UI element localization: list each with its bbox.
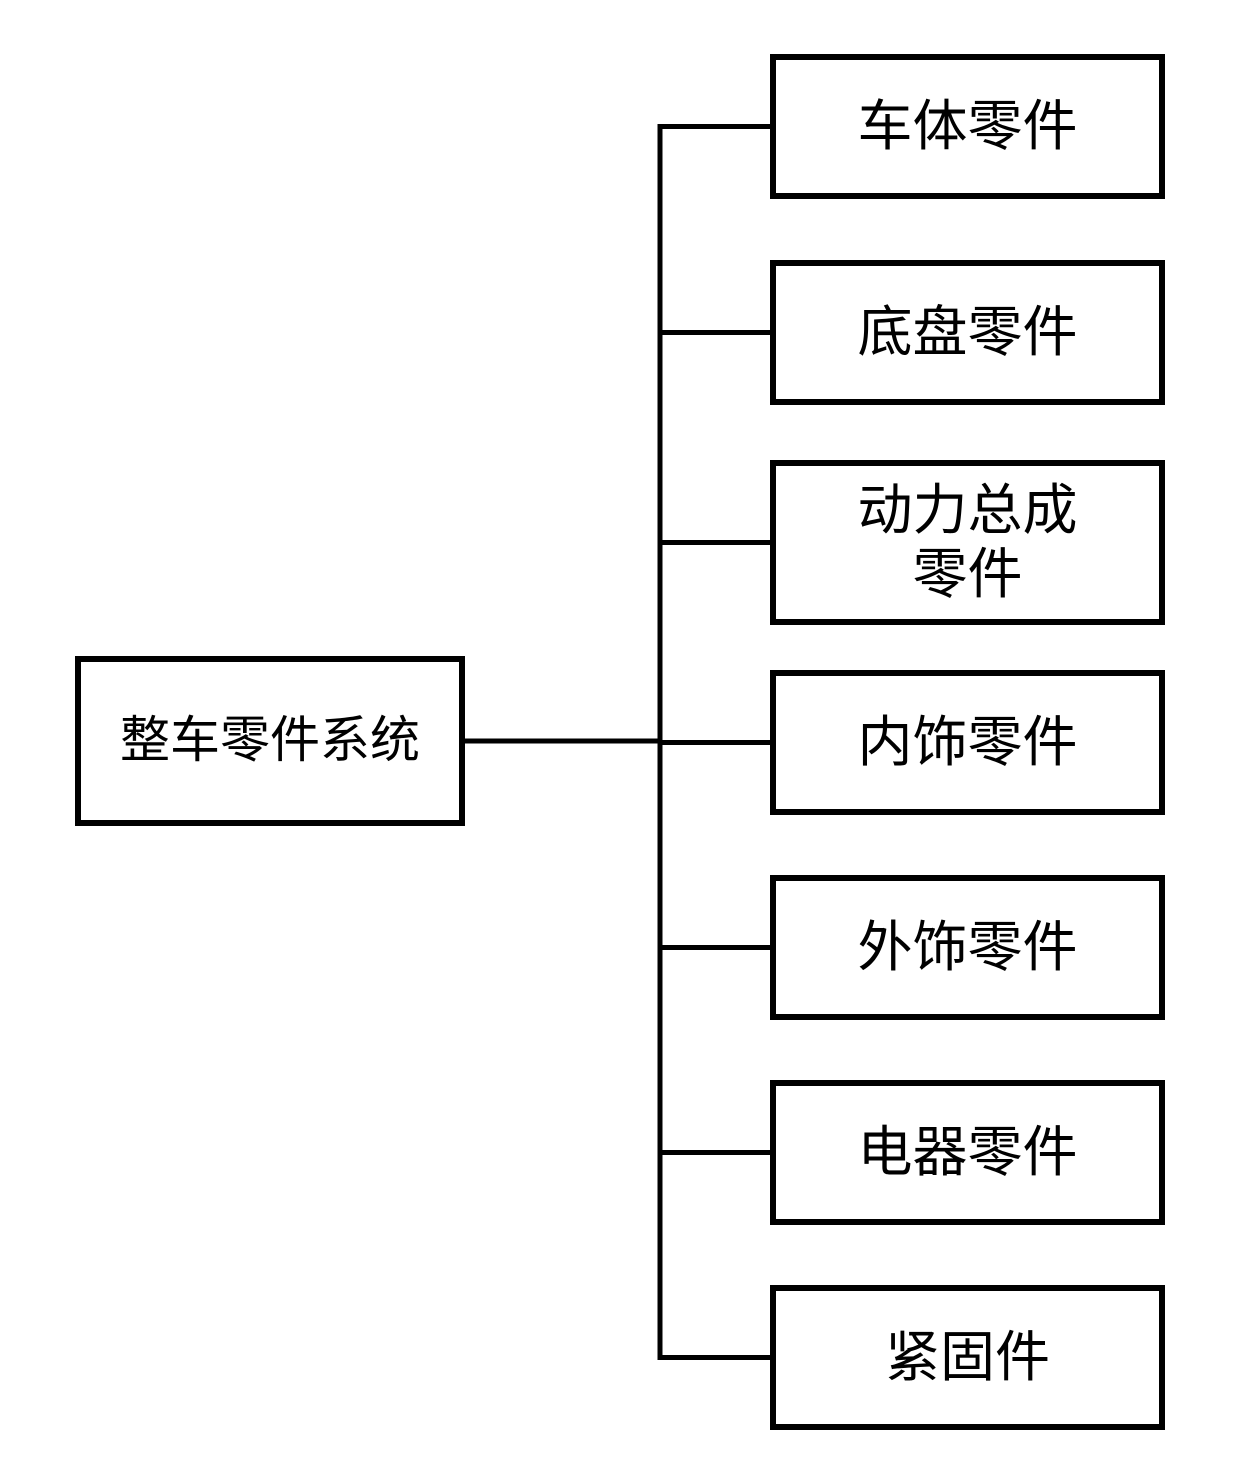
child-node-5-label: 外饰零件 bbox=[857, 916, 1077, 979]
child-node-1: 车体零件 bbox=[770, 54, 1165, 199]
child-node-7: 紧固件 bbox=[770, 1285, 1165, 1430]
child-node-5: 外饰零件 bbox=[770, 875, 1165, 1020]
child-node-6: 电器零件 bbox=[770, 1080, 1165, 1225]
child-node-2: 底盘零件 bbox=[770, 260, 1165, 405]
child-node-7-label: 紧固件 bbox=[885, 1326, 1050, 1389]
root-node-label: 整车零件系统 bbox=[120, 712, 420, 770]
diagram-canvas: 整车零件系统 车体零件底盘零件动力总成 零件内饰零件外饰零件电器零件紧固件 bbox=[0, 0, 1240, 1482]
root-node: 整车零件系统 bbox=[75, 656, 465, 826]
child-node-1-label: 车体零件 bbox=[857, 95, 1077, 158]
child-node-3-label: 动力总成 零件 bbox=[857, 479, 1077, 606]
child-node-3: 动力总成 零件 bbox=[770, 460, 1165, 625]
child-node-4-label: 内饰零件 bbox=[857, 711, 1077, 774]
child-node-2-label: 底盘零件 bbox=[857, 301, 1077, 364]
child-node-6-label: 电器零件 bbox=[857, 1121, 1077, 1184]
child-node-4: 内饰零件 bbox=[770, 670, 1165, 815]
